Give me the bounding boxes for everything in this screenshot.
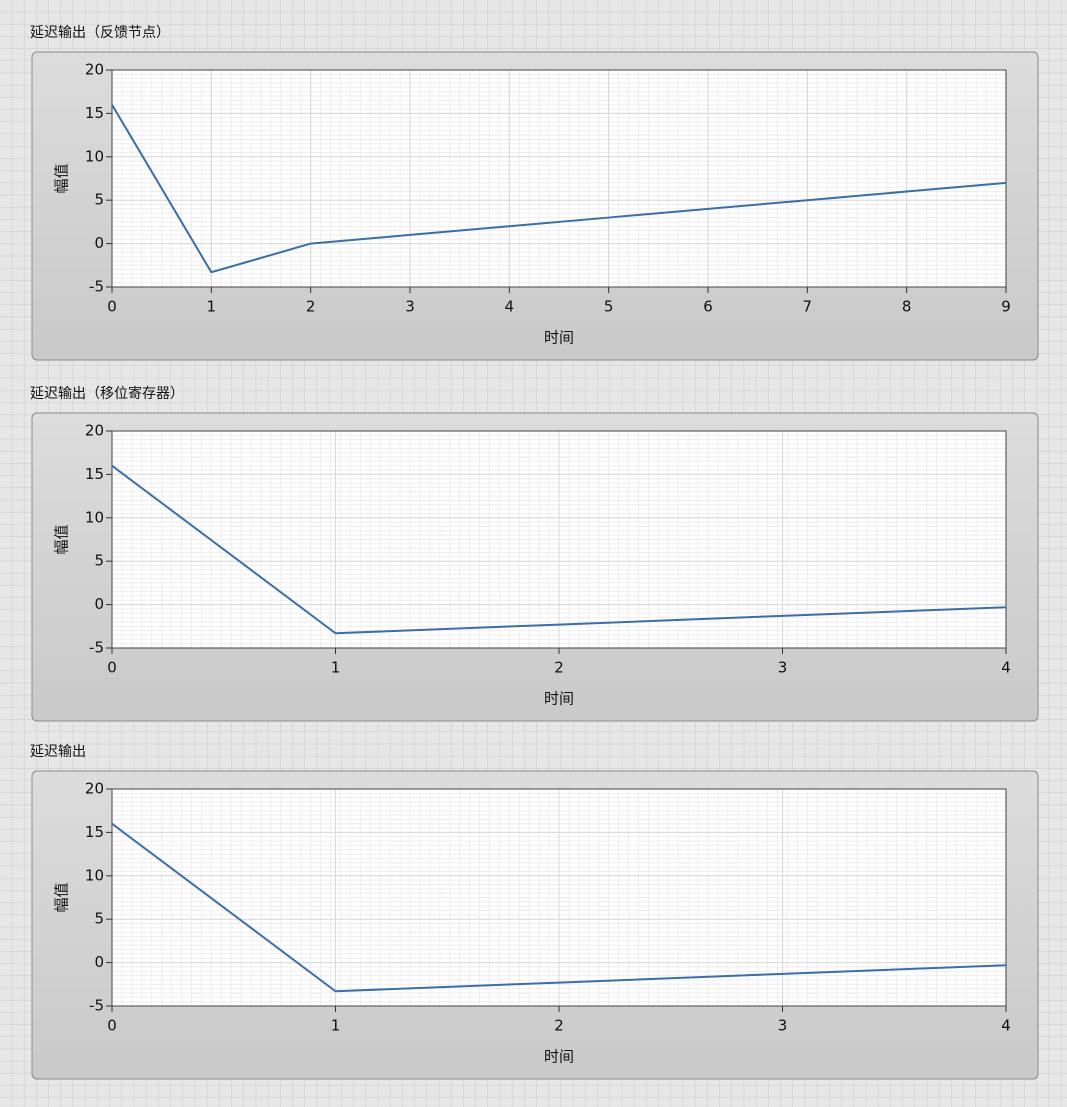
data-line [111,104,1007,274]
y-tick-label: -5 [89,997,104,1015]
y-axis-label: 幅值 [53,524,71,554]
chart-title: 延迟输出 [30,744,86,760]
chart-title: 延迟输出（移位寄存器） [30,385,184,402]
x-tick-label: 8 [902,298,912,316]
x-tick-label: 4 [1001,659,1011,677]
data-line [111,822,1007,993]
x-axis-label: 时间 [544,690,574,708]
x-tick-label: 0 [107,1017,117,1035]
y-tick-label: 15 [85,823,104,841]
y-tick-label: 0 [94,595,104,613]
y-tick-label: 10 [85,866,104,884]
y-tick-label: 10 [85,508,104,526]
y-tick-label: 20 [85,422,104,440]
x-axis-label: 时间 [544,1048,574,1066]
y-tick-label: 0 [94,953,104,971]
x-tick-label: 2 [554,1017,564,1035]
y-tick-label: 15 [85,465,104,483]
data-line [111,464,1007,635]
x-tick-label: 9 [1001,298,1011,316]
plot-border [111,788,1007,1007]
x-tick-label: 0 [107,659,117,677]
y-tick-label: 10 [85,147,104,165]
y-tick-label: -5 [89,639,104,657]
x-tick-label: 6 [703,298,713,316]
x-axis-label: 时间 [544,329,574,347]
plot-border [111,430,1007,649]
x-tick-label: 1 [331,659,341,677]
x-tick-label: 2 [306,298,316,316]
y-tick-label: 0 [94,234,104,252]
x-tick-label: 4 [1001,1017,1011,1035]
y-tick-label: -5 [89,278,104,296]
x-tick-label: 0 [107,298,117,316]
y-tick-label: 20 [85,61,104,79]
x-tick-label: 4 [505,298,515,316]
x-tick-label: 1 [331,1017,341,1035]
chart-title: 延迟输出（反馈节点） [30,25,170,41]
plot-border [111,69,1007,288]
x-tick-label: 5 [604,298,614,316]
x-tick-label: 1 [207,298,217,316]
y-axis-label: 幅值 [53,163,71,193]
y-tick-label: 5 [94,910,104,928]
y-tick-label: 15 [85,104,104,122]
x-tick-label: 2 [554,659,564,677]
x-tick-label: 3 [405,298,415,316]
x-tick-label: 3 [778,659,788,677]
x-tick-label: 7 [803,298,813,316]
y-tick-label: 20 [85,780,104,798]
y-tick-label: 5 [94,191,104,209]
y-tick-label: 5 [94,552,104,570]
x-tick-label: 3 [778,1017,788,1035]
y-axis-label: 幅值 [53,882,71,912]
